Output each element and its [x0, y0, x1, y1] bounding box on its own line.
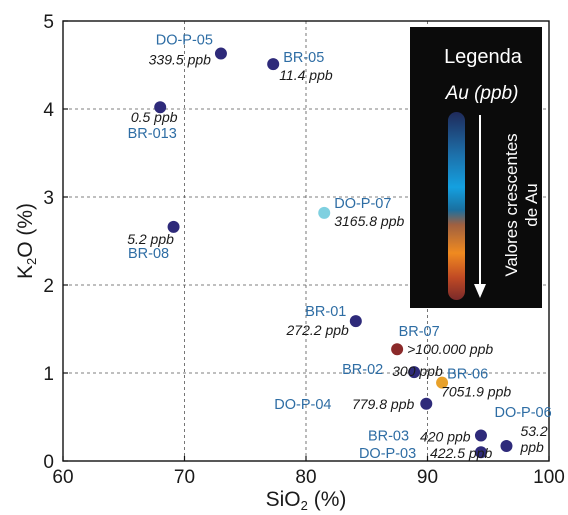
legend-background: [410, 27, 542, 308]
point-value-label: 11.4 ppb: [279, 67, 333, 83]
point-value-label: 53.2: [520, 423, 547, 439]
point-name-label: BR-08: [128, 246, 169, 262]
data-point: [267, 58, 280, 71]
point-name-label: BR-01: [305, 304, 346, 320]
point-value-label: 339.5 ppb: [149, 52, 211, 68]
y-tick-label: 4: [43, 100, 54, 121]
x-tick-label: 90: [417, 467, 438, 488]
point-value-label: 3165.8 ppb: [334, 213, 404, 229]
x-tick-label: 100: [533, 467, 565, 488]
data-point: [408, 366, 421, 379]
point-value-label: 5.2 ppb: [127, 231, 174, 247]
point-name-label: DO-P-06: [494, 405, 551, 421]
point-name-label: DO-P-03: [359, 446, 416, 462]
data-points: [154, 47, 513, 459]
color-scale-bar: [448, 112, 465, 300]
data-point: [214, 47, 227, 60]
y-axis-ticks: 0 1 2 3 4 5: [43, 12, 68, 473]
y-tick-label: 5: [43, 12, 54, 33]
data-point: [420, 397, 433, 410]
x-axis-title: SiO2 (%): [266, 488, 347, 513]
point-value-label: 0.5 ppb: [131, 109, 178, 125]
data-point: [436, 376, 449, 389]
x-tick-label: 60: [52, 467, 73, 488]
arrow-head-icon: [474, 284, 486, 298]
point-value-label: 300 ppb: [392, 363, 443, 379]
point-value-label: >100.000 ppb: [407, 341, 493, 357]
x-tick-label: 80: [295, 467, 316, 488]
point-name-label: BR-06: [447, 367, 488, 383]
point-name-label: BR-03: [368, 428, 409, 444]
y-tick-label: 1: [43, 364, 54, 385]
x-tick-label: 70: [174, 467, 195, 488]
x-axis-ticks: 60 70 80 90 100: [52, 456, 565, 488]
point-value-label-line2: ppb: [519, 439, 544, 455]
point-name-label: BR-013: [128, 126, 177, 142]
legend-box: Legenda Au (ppb) Valores crescentes de A…: [410, 27, 542, 308]
point-name-label: BR-05: [283, 50, 324, 66]
grid-lines: [63, 21, 549, 461]
point-name-label: BR-02: [342, 362, 383, 378]
y-tick-label: 0: [43, 452, 54, 473]
legend-title: Legenda: [444, 46, 523, 68]
point-value-label: 272.2 ppb: [286, 322, 349, 338]
point-value-label: 7051.9 ppb: [441, 384, 511, 400]
y-tick-label: 3: [43, 188, 54, 209]
point-value-label: 422.5 ppb: [430, 445, 492, 461]
legend-subtitle: Au (ppb): [445, 83, 519, 104]
data-point: [500, 440, 513, 453]
data-point: [167, 220, 180, 233]
point-value-label: 420 ppb: [420, 428, 471, 444]
point-name-label: DO-P-04: [274, 397, 331, 413]
data-point: [391, 343, 404, 356]
point-name-label: BR-07: [399, 324, 440, 340]
point-name-label: DO-P-05: [156, 33, 213, 49]
data-point: [474, 446, 487, 459]
point-name-label: DO-P-07: [334, 196, 391, 212]
legend-caption-line1: Valores crescentes: [502, 133, 521, 276]
y-tick-label: 2: [43, 276, 54, 297]
legend-caption-line2: de Au: [522, 183, 541, 227]
point-value-label: 779.8 ppb: [352, 396, 414, 412]
y-axis-title: K2O (%): [14, 203, 39, 279]
data-point: [349, 315, 362, 328]
data-point: [318, 206, 331, 219]
data-point: [474, 429, 487, 442]
data-point: [154, 101, 167, 114]
